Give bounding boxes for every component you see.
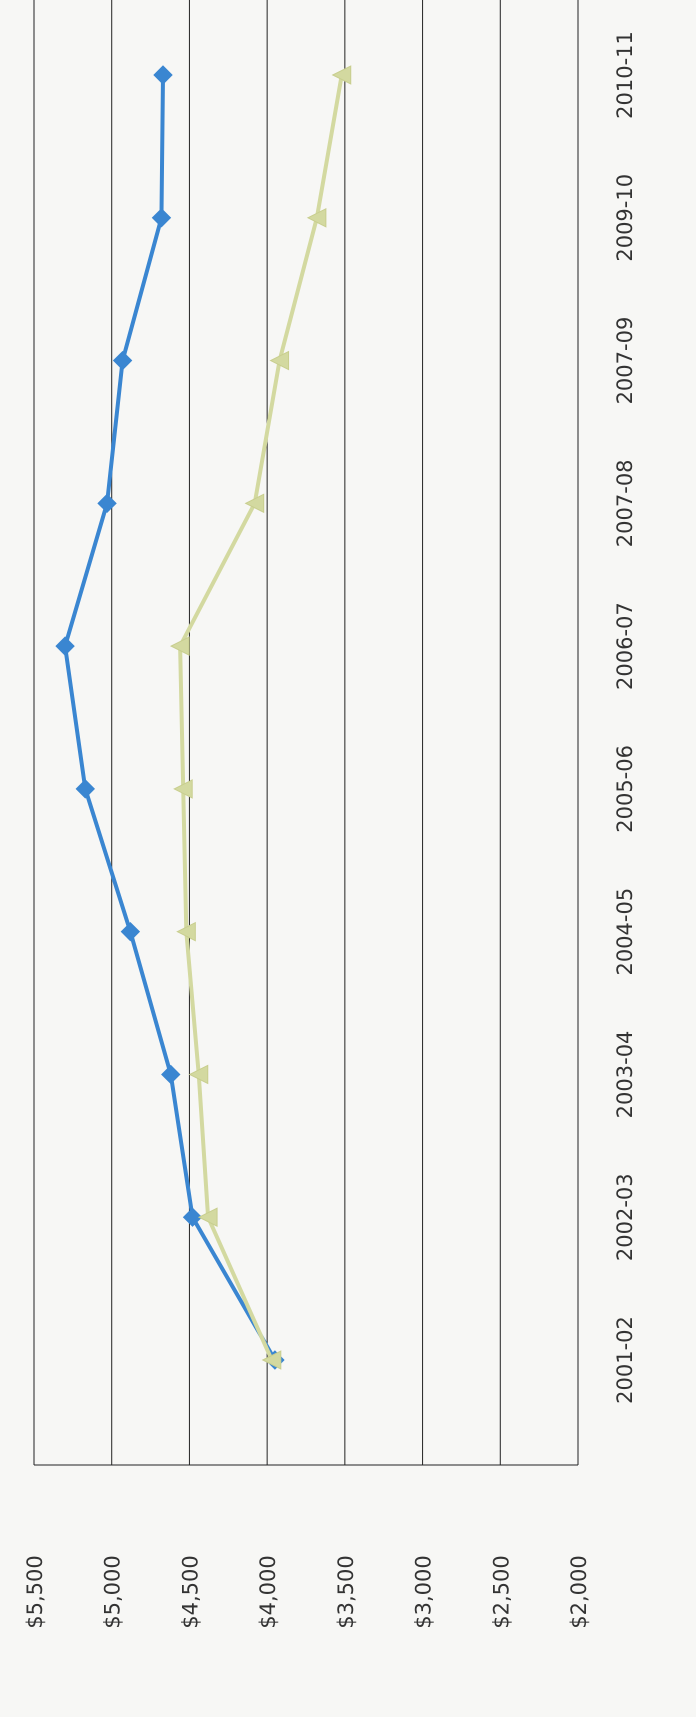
label-layer: $5,500 $5,000 $4,500 $4,000 $3,500 $3,000 $2,5…	[23, 31, 637, 1629]
series-1-point	[55, 636, 75, 656]
grid-layer	[33, 0, 579, 1466]
value-tick-label-group: $2,500	[489, 1555, 513, 1628]
value-tick-label: $3,500	[334, 1555, 358, 1628]
series-2-point	[169, 636, 190, 656]
value-tick-label-group: $4,000	[256, 1555, 280, 1628]
value-tick-label-group: $5,500	[23, 1555, 47, 1628]
value-tick-label: $2,500	[489, 1555, 513, 1628]
series-2-point	[261, 1350, 282, 1370]
category-tick-label-group: 2003-04	[613, 1031, 637, 1119]
series-1-point	[97, 493, 117, 514]
series-2-point	[188, 1064, 209, 1085]
category-tick-label-group: 2004-05	[613, 888, 637, 976]
value-tick-label-group: $2,000	[567, 1555, 591, 1628]
category-tick-label: 2004-05	[613, 888, 637, 976]
series-1-point	[161, 1064, 181, 1085]
series-layer	[55, 65, 352, 1370]
series-1-point	[75, 779, 95, 799]
value-tick-label-group: $3,500	[334, 1555, 358, 1628]
series-2-point	[269, 350, 290, 371]
series-1-point	[151, 208, 172, 228]
category-tick-label-group: 2006-07	[613, 602, 637, 690]
series-2-point	[197, 1207, 218, 1228]
series-1-line	[63, 74, 277, 1361]
value-tick-label: $4,000	[256, 1555, 280, 1628]
value-tick-label: $4,500	[178, 1555, 202, 1628]
value-tick-label: $5,000	[101, 1555, 125, 1628]
series-2-point	[244, 493, 265, 514]
category-tick-label: 2007-09	[613, 317, 637, 405]
series-2-point	[331, 65, 352, 85]
value-tick-label-group: $4,500	[178, 1555, 202, 1628]
series-1-point	[182, 1207, 203, 1227]
category-tick-label: 2002-03	[613, 1173, 637, 1261]
series-2-point	[173, 779, 193, 799]
series-2-point	[176, 921, 196, 942]
category-tick-label: 2009-10	[613, 174, 637, 262]
value-tick-label: $5,500	[23, 1555, 47, 1628]
category-tick-label-group: 2007-09	[613, 317, 637, 405]
category-tick-label-group: 2002-03	[613, 1173, 637, 1261]
category-tick-label: 2001-02	[613, 1316, 637, 1404]
category-tick-label-group: 2010-11	[613, 31, 637, 119]
value-tick-label-group: $5,000	[101, 1555, 125, 1628]
category-tick-label: 2003-04	[613, 1031, 637, 1119]
category-tick-label: 2007-08	[613, 459, 637, 547]
category-tick-label-group: 2009-10	[613, 174, 637, 262]
category-tick-label: 2010-11	[613, 31, 637, 119]
series-1-point	[153, 65, 173, 85]
category-tick-label-group: 2005-06	[613, 745, 637, 833]
value-tick-label: $3,000	[412, 1555, 436, 1628]
series-1-point	[112, 350, 133, 371]
series-2-line	[178, 74, 344, 1361]
value-tick-label-group: $3,000	[412, 1555, 436, 1628]
category-tick-label: 2005-06	[613, 745, 637, 833]
series-1-point	[120, 921, 141, 942]
category-tick-label-group: 2001-02	[613, 1316, 637, 1404]
category-tick-label: 2006-07	[613, 602, 637, 690]
category-tick-label-group: 2007-08	[613, 459, 637, 547]
value-tick-label: $2,000	[567, 1555, 591, 1628]
series-2-point	[306, 207, 327, 228]
